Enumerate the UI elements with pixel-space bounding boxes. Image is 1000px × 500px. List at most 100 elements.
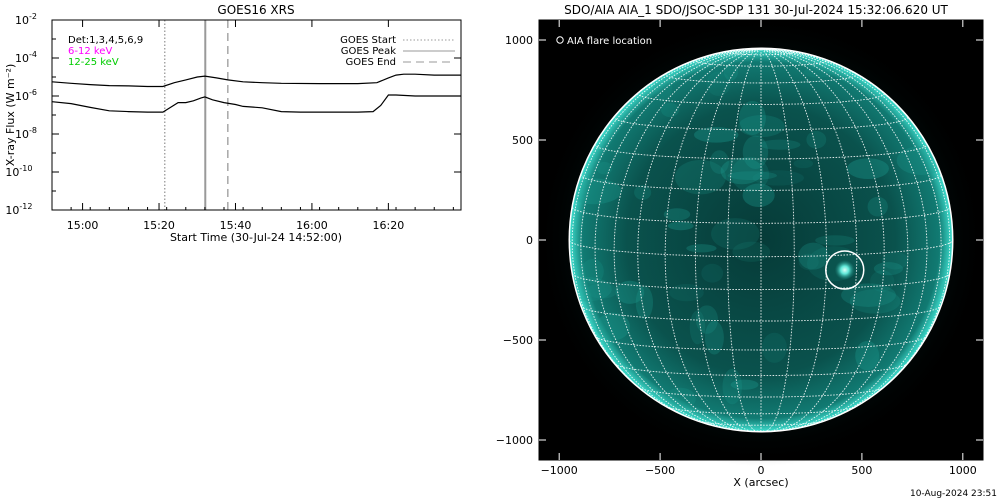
grid-parallel bbox=[694, 59, 828, 67]
solar-texture-patch bbox=[722, 368, 743, 405]
solar-texture-patch bbox=[742, 183, 775, 207]
aia-x-tick-label: −1000 bbox=[541, 464, 578, 477]
grid-parallel bbox=[666, 406, 856, 415]
solar-texture-patch bbox=[803, 67, 834, 78]
goes-series-2-line bbox=[52, 94, 461, 113]
solar-texture-patch bbox=[731, 156, 770, 192]
solar-texture-patch bbox=[634, 185, 652, 200]
solar-disk-body bbox=[569, 48, 953, 432]
aia-y-tick-label: −500 bbox=[503, 334, 533, 347]
grid-parallel bbox=[613, 116, 909, 131]
solar-texture-patch bbox=[669, 284, 704, 302]
flare-location-marker bbox=[825, 250, 865, 290]
solar-texture-patch bbox=[693, 127, 739, 143]
grid-meridian bbox=[760, 48, 795, 433]
solar-texture-patch bbox=[686, 244, 717, 253]
solar-texture-patch bbox=[701, 263, 724, 283]
aia-y-tick-label: 1000 bbox=[505, 34, 533, 47]
grid-parallel bbox=[569, 240, 954, 258]
goes-legend: GOES Start GOES Peak GOES End bbox=[340, 35, 455, 68]
solar-texture-patch bbox=[761, 332, 787, 363]
goes-y-tick-label: 10-4 bbox=[15, 50, 37, 65]
solar-texture-patch bbox=[870, 270, 895, 292]
solar-texture-patch bbox=[793, 159, 814, 169]
goes-x-tick-label: 15:40 bbox=[220, 219, 252, 232]
goes-flux-series bbox=[52, 73, 461, 113]
solar-texture-patch bbox=[847, 158, 889, 180]
goes-y-tick-label: 10-12 bbox=[5, 202, 32, 217]
solar-texture-patch bbox=[815, 235, 855, 246]
legend-goes-peak-label: GOES Peak bbox=[341, 46, 396, 57]
grid-meridian bbox=[760, 48, 928, 430]
goes-y-axis-label: X-ray Flux (W m⁻²) bbox=[4, 64, 17, 166]
goes-x-tick-label: 16:20 bbox=[373, 219, 405, 232]
goes-series-1-line bbox=[52, 73, 461, 88]
goes-plot-frame bbox=[51, 19, 462, 211]
aia-x-tick-label: −500 bbox=[645, 464, 675, 477]
solar-texture-patch bbox=[704, 320, 724, 355]
solar-texture-patch bbox=[730, 379, 759, 390]
goes-y-tick-label: 10-6 bbox=[15, 88, 37, 103]
solar-texture-patch bbox=[706, 71, 731, 96]
solar-texture-patch bbox=[695, 305, 719, 334]
solar-texture-patch bbox=[798, 242, 829, 270]
grid-parallel bbox=[595, 336, 927, 351]
aia-image-title: SDO/AIA AIA_1 SDO/JSOC-SDP 131 30-Jul-20… bbox=[564, 3, 948, 17]
legend-goes-end-label: GOES End bbox=[346, 57, 396, 68]
grid-meridian bbox=[637, 48, 762, 432]
solar-texture-patch bbox=[849, 289, 901, 314]
solar-texture-patch bbox=[855, 340, 880, 371]
solar-texture-patch bbox=[867, 196, 888, 217]
aia-x-tick-label: 0 bbox=[758, 464, 765, 477]
solar-texture-patch bbox=[664, 387, 696, 410]
grid-meridian bbox=[760, 48, 828, 433]
solar-texture-patch bbox=[759, 139, 801, 150]
grid-meridian bbox=[760, 48, 858, 432]
goes-detectors-label: Det:1,3,4,5,6,9 bbox=[68, 35, 143, 46]
grid-parallel bbox=[637, 92, 885, 105]
grid-meridian bbox=[613, 48, 762, 431]
solar-texture-patch bbox=[723, 62, 739, 81]
solar-texture-patch bbox=[661, 102, 680, 118]
solar-texture-patch bbox=[738, 115, 785, 138]
aia-image-panel: SDO/AIA AIA_1 SDO/JSOC-SDP 131 30-Jul-20… bbox=[496, 3, 988, 489]
goes-x-tick-label: 15:00 bbox=[67, 219, 99, 232]
goes-x-tick-label: 15:20 bbox=[143, 219, 175, 232]
solar-texture-patch bbox=[635, 286, 654, 320]
flare-brightening bbox=[834, 260, 855, 280]
grid-parallel bbox=[614, 363, 908, 377]
solar-texture-patch bbox=[711, 218, 760, 250]
solar-texture-patch bbox=[742, 135, 769, 169]
goes-x-tick-label: 16:00 bbox=[296, 219, 328, 232]
aia-solar-disk bbox=[569, 48, 953, 432]
aia-x-tick-label: 500 bbox=[851, 464, 872, 477]
solar-texture-patch bbox=[653, 74, 673, 102]
solar-texture-patch bbox=[709, 150, 729, 174]
goes-x-axis-ticks: 15:00 15:20 15:40 16:00 16:20 bbox=[51, 20, 454, 232]
solar-texture-patch bbox=[727, 171, 777, 181]
grid-parallel bbox=[664, 73, 858, 84]
grid-parallel bbox=[571, 206, 951, 224]
solar-texture-patch bbox=[615, 280, 645, 304]
grid-parallel bbox=[727, 51, 795, 56]
goes-y-tick-label: 10-2 bbox=[15, 12, 37, 27]
grid-meridian bbox=[664, 48, 762, 432]
grid-meridian bbox=[727, 48, 762, 433]
solar-texture-patch bbox=[739, 100, 766, 135]
generation-timestamp: 10-Aug-2024 23:51 bbox=[910, 489, 997, 499]
aia-y-axis-ticks: 1000 500 0 −500 −1000 bbox=[496, 34, 983, 447]
goes-x-axis-label: Start Time (30-Jul-24 14:52:00) bbox=[170, 231, 342, 244]
solar-texture-patch bbox=[806, 130, 827, 149]
aia-solar-limb bbox=[568, 47, 954, 433]
aia-y-tick-label: 0 bbox=[526, 234, 533, 247]
goes-event-lines bbox=[164, 20, 229, 210]
goes-y-tick-label: 10-8 bbox=[15, 126, 37, 141]
grid-meridian bbox=[760, 48, 885, 432]
aia-y-tick-label: 500 bbox=[512, 134, 533, 147]
goes-y-axis-ticks: 10-2 10-4 10-6 10-8 10-10 10-12 bbox=[5, 12, 461, 217]
grid-parallel bbox=[697, 420, 825, 426]
legend-goes-start-label: GOES Start bbox=[340, 35, 396, 46]
grid-parallel bbox=[580, 174, 942, 191]
goes-band-1-label: 6-12 keV bbox=[68, 46, 112, 57]
